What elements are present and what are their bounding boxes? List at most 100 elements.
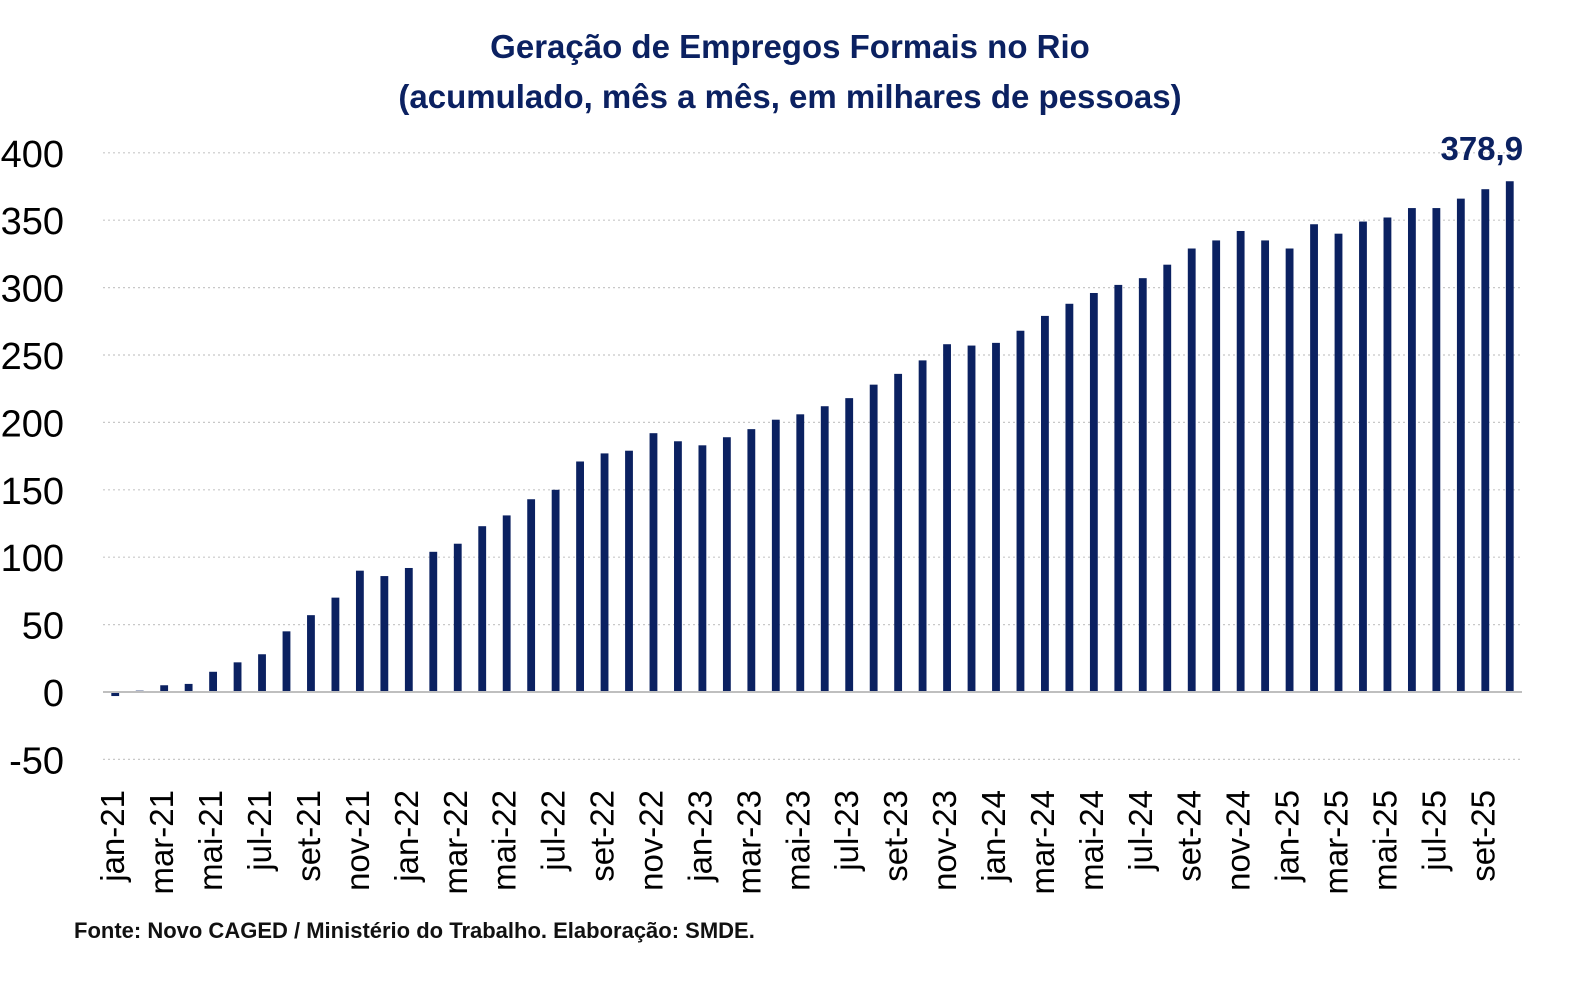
x-tick-label: jul-25	[1415, 790, 1452, 872]
bar	[453, 543, 462, 692]
data-label-last: 378,9	[1440, 130, 1523, 167]
x-tick-label: mai-21	[192, 790, 229, 891]
bar	[943, 344, 951, 692]
bar	[1041, 315, 1049, 692]
x-tick-label: nov-22	[632, 790, 669, 891]
x-tick-label: jan-25	[1269, 790, 1306, 883]
bar	[233, 662, 242, 692]
bar	[1481, 189, 1490, 693]
x-tick-label: set-21	[290, 790, 327, 882]
bar	[1016, 330, 1025, 692]
bar	[404, 567, 413, 692]
bar	[576, 461, 584, 692]
bar	[527, 499, 536, 692]
bar	[307, 615, 315, 692]
bar	[1089, 292, 1098, 692]
x-tick-label: mai-23	[779, 790, 816, 891]
bar	[869, 384, 878, 692]
bar	[111, 692, 120, 697]
x-tick-label: set-25	[1464, 790, 1501, 882]
bar	[894, 373, 903, 692]
chart-title: Geração de Empregos Formais no Rio	[490, 28, 1090, 65]
y-tick-label: 50	[22, 606, 64, 648]
bar	[1236, 230, 1245, 692]
bar	[771, 419, 780, 692]
x-tick-label: nov-24	[1220, 790, 1257, 891]
bar	[184, 683, 193, 692]
bar	[551, 489, 560, 692]
y-tick-label: 400	[1, 134, 64, 176]
bar	[600, 453, 609, 692]
x-tick-label: set-24	[1171, 790, 1208, 882]
bar	[1138, 278, 1147, 692]
x-tick-label: set-22	[584, 790, 621, 882]
x-tick-label: mai-22	[486, 790, 523, 891]
bar	[160, 685, 169, 692]
x-tick-label: jul-23	[828, 790, 865, 872]
bar	[820, 406, 829, 692]
x-tick-label: mar-23	[730, 790, 767, 895]
bar	[1407, 208, 1416, 692]
bar	[1114, 284, 1123, 692]
bar	[918, 360, 927, 692]
bar	[625, 450, 633, 692]
bar	[649, 433, 658, 692]
bar	[209, 671, 218, 692]
bar	[674, 441, 682, 692]
chart-subtitle: (acumulado, mês a mês, em milhares de pe…	[398, 78, 1182, 115]
bar	[258, 654, 266, 692]
x-tick-label: jan-24	[975, 790, 1012, 883]
bar	[1212, 240, 1221, 693]
x-tick-label: set-23	[877, 790, 914, 882]
x-tick-label: jan-23	[681, 790, 718, 883]
y-tick-label: 350	[1, 201, 64, 243]
bar	[1359, 221, 1367, 692]
bar	[502, 515, 511, 692]
x-tick-label: nov-23	[926, 790, 963, 891]
x-tick-label: nov-21	[339, 790, 376, 891]
bar	[1187, 248, 1196, 692]
x-tick-label: mar-24	[1024, 790, 1061, 895]
y-tick-label: 100	[1, 538, 64, 580]
bar	[845, 398, 854, 692]
y-tick-label: 250	[1, 336, 64, 378]
y-tick-label: 150	[1, 471, 64, 513]
bar	[1432, 208, 1441, 692]
bar	[1456, 198, 1465, 692]
bar	[1065, 303, 1074, 692]
bar	[698, 445, 707, 692]
bar	[747, 429, 756, 692]
bar	[1163, 264, 1172, 692]
bar	[722, 437, 731, 692]
bar	[478, 526, 487, 692]
x-tick-label: mar-22	[437, 790, 474, 895]
y-tick-label: 200	[1, 403, 64, 445]
bar	[796, 414, 805, 692]
x-tick-label: jan-22	[388, 790, 425, 883]
bar	[992, 342, 1000, 692]
bar	[331, 597, 340, 692]
bar	[1285, 248, 1294, 692]
x-tick-label: jul-24	[1122, 790, 1159, 872]
x-tick-label: mai-25	[1366, 790, 1403, 891]
chart-title-block: Geração de Empregos Formais no Rio (acum…	[0, 22, 1580, 122]
y-tick-label: -50	[9, 740, 64, 782]
bar	[1383, 217, 1392, 692]
x-tick-label: jan-21	[94, 790, 131, 883]
bar	[380, 576, 389, 692]
source-note: Fonte: Novo CAGED / Ministério do Trabal…	[74, 918, 755, 943]
bar	[967, 345, 976, 692]
x-tick-label: mar-21	[143, 790, 180, 895]
x-tick-label: mar-25	[1318, 790, 1355, 895]
x-tick-label: jul-22	[535, 790, 572, 872]
bar	[1334, 233, 1343, 692]
y-tick-label: 300	[1, 269, 64, 311]
y-tick-label: 0	[43, 673, 64, 715]
bar	[1505, 181, 1514, 692]
x-tick-label: jul-21	[241, 790, 278, 872]
bar	[355, 570, 364, 692]
bar	[429, 551, 438, 692]
bar	[282, 631, 291, 692]
bar	[1310, 224, 1318, 692]
